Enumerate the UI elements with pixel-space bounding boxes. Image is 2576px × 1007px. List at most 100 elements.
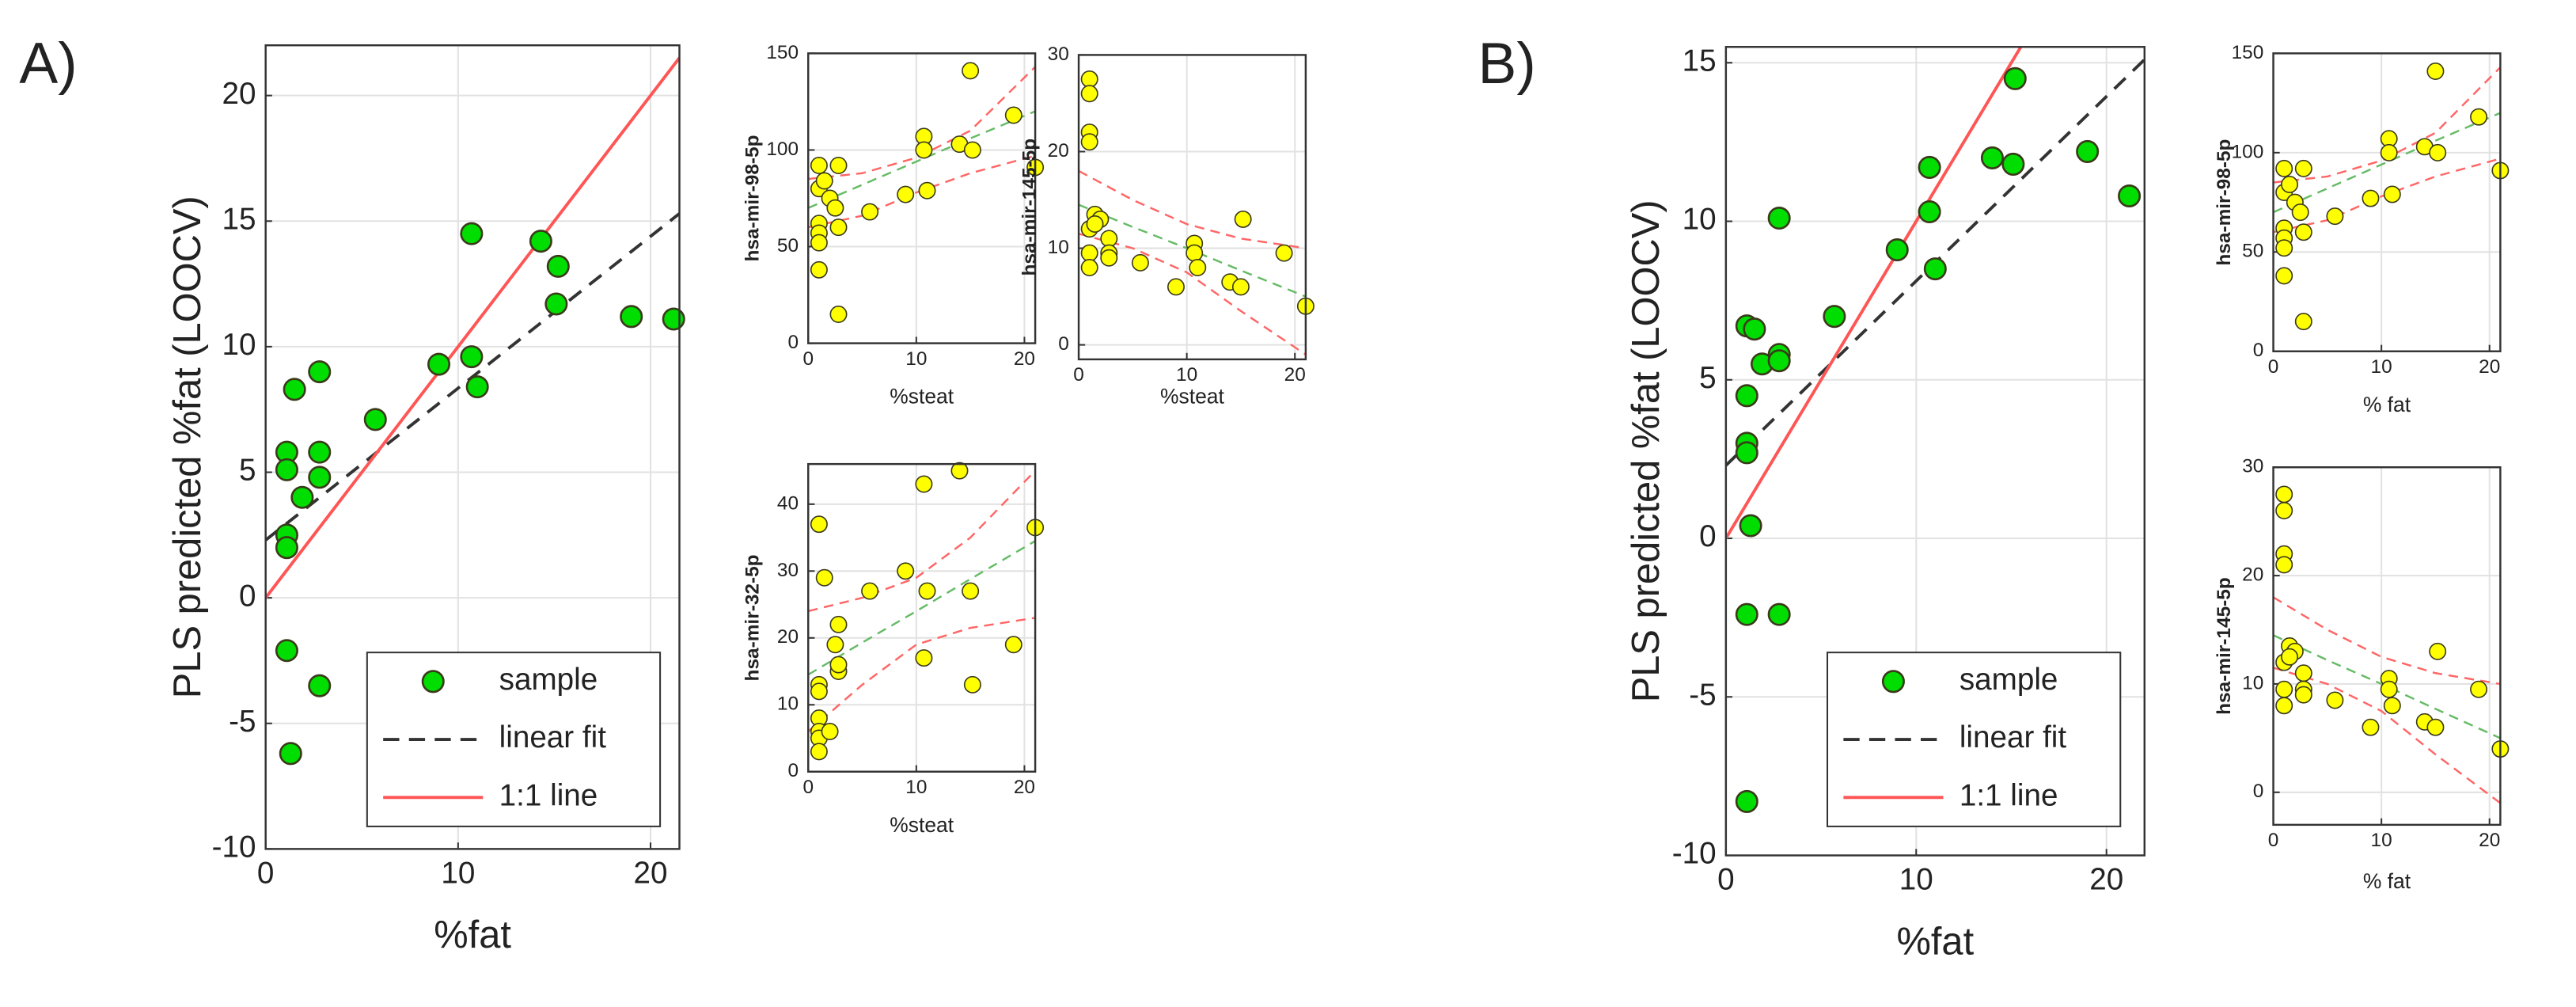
data-point	[2275, 239, 2293, 257]
data-point	[1743, 317, 1766, 341]
data-point	[1004, 636, 1022, 654]
data-point	[465, 375, 489, 399]
data-point	[829, 656, 848, 674]
y-axis-label: hsa-mir-32-5p	[742, 554, 764, 681]
data-point	[815, 172, 833, 190]
data-point	[962, 582, 980, 600]
data-point	[1131, 253, 1149, 272]
data-point	[275, 458, 298, 481]
y-tick-label: 20	[222, 77, 256, 111]
y-tick-label: -5	[229, 705, 256, 739]
data-point	[2275, 159, 2293, 177]
data-point	[363, 408, 387, 431]
data-point	[662, 307, 685, 331]
x-tick-label: 10	[2371, 356, 2392, 378]
data-point	[1080, 85, 1098, 103]
x-tick-label: 20	[2089, 863, 2123, 897]
legend-label: linear fit	[1960, 720, 2067, 754]
data-point	[290, 485, 314, 509]
y-tick-label: 150	[2232, 42, 2264, 63]
y-tick-label: 0	[787, 760, 799, 781]
x-tick-label: 10	[1176, 364, 1197, 386]
plot-area	[808, 53, 1036, 344]
data-point	[810, 234, 828, 252]
data-point	[1004, 106, 1022, 124]
data-point	[2275, 680, 2293, 698]
data-point	[308, 674, 332, 697]
legend-label: sample	[1960, 663, 2058, 697]
data-point	[2326, 691, 2344, 709]
y-tick-label: 0	[1058, 333, 1069, 355]
x-tick-label: 20	[2479, 356, 2500, 378]
fit-line	[265, 56, 680, 599]
y-tick-label: 15	[222, 202, 256, 236]
fit-line	[1079, 203, 1306, 298]
x-tick-label: 0	[1717, 863, 1735, 897]
axes-frame	[264, 44, 681, 850]
y-tick-label: 10	[777, 694, 799, 715]
data-point	[915, 649, 933, 667]
x-tick-label: 10	[2371, 830, 2392, 851]
data-point	[2470, 108, 2488, 126]
data-point	[2362, 718, 2380, 736]
y-axis-label: PLS predicted %fat (LOOCV)	[1625, 200, 1667, 702]
y-tick-label: -10	[1672, 837, 1717, 871]
data-point	[275, 536, 298, 560]
data-point	[1735, 441, 1758, 465]
data-point	[2326, 207, 2344, 226]
plot-area	[808, 464, 1036, 772]
x-tick-label: 20	[634, 856, 668, 890]
data-point	[963, 675, 981, 694]
data-point	[1189, 258, 1207, 276]
x-tick-label: 20	[2479, 830, 2500, 851]
data-point	[1086, 215, 1104, 234]
data-point	[1080, 133, 1098, 151]
x-tick-label: 10	[1899, 863, 1933, 897]
data-point	[2429, 143, 2447, 162]
data-point	[821, 723, 839, 741]
fit-line	[1725, 47, 2023, 540]
axes-frame	[1724, 46, 2146, 857]
data-point	[2426, 718, 2445, 736]
fit-line	[808, 66, 1036, 180]
y-tick-label: 0	[2253, 340, 2264, 361]
data-point	[2294, 159, 2312, 177]
y-tick-label: 50	[2242, 241, 2263, 262]
data-point	[826, 199, 844, 217]
y-tick-label: 10	[222, 328, 256, 362]
y-tick-label: 0	[239, 579, 256, 613]
data-point	[2470, 680, 2488, 698]
data-point	[829, 156, 848, 174]
y-axis-label: hsa-mir-145-5p	[2214, 577, 2235, 715]
x-axis-label: %fat	[1896, 920, 1974, 963]
data-point	[546, 254, 570, 278]
plot-area	[2273, 467, 2501, 825]
data-point	[2383, 697, 2401, 715]
y-tick-label: 150	[766, 42, 799, 63]
axes-frame	[807, 462, 1037, 773]
data-point	[275, 639, 298, 663]
y-tick-label: 15	[1683, 44, 1717, 78]
plot-area	[2273, 53, 2501, 352]
data-point	[1918, 155, 1941, 179]
data-point	[1100, 230, 1118, 248]
fit-line	[2273, 66, 2501, 184]
y-tick-label: 5	[239, 454, 256, 488]
data-point	[897, 185, 915, 203]
data-point	[1186, 244, 1204, 262]
data-point	[810, 682, 828, 701]
y-axis-label: PLS predicted %fat (LOOCV)	[166, 196, 209, 698]
fit-line	[808, 469, 1036, 613]
y-tick-label: 20	[777, 626, 799, 648]
data-point	[2118, 184, 2142, 208]
data-point	[1739, 514, 1762, 538]
data-point	[915, 141, 933, 159]
data-point	[826, 636, 844, 654]
fit-line	[1079, 169, 1306, 249]
legend-label: 1:1 line	[1960, 778, 2058, 812]
data-point	[963, 141, 981, 159]
data-point	[2003, 66, 2027, 90]
fit-line	[808, 154, 1036, 229]
data-point	[2291, 203, 2309, 222]
